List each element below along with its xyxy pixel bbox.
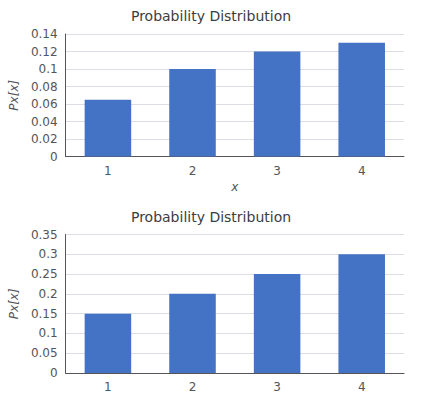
- svg-text:Px[x]: Px[x]: [7, 288, 21, 319]
- svg-text:0.2: 0.2: [39, 287, 58, 301]
- svg-text:0.06: 0.06: [31, 97, 58, 111]
- svg-text:Px[x]: Px[x]: [7, 80, 21, 111]
- svg-text:0.05: 0.05: [31, 346, 58, 360]
- svg-text:0.15: 0.15: [31, 307, 58, 321]
- svg-text:Probability Distribution: Probability Distribution: [131, 8, 291, 24]
- svg-text:0.1: 0.1: [39, 62, 58, 76]
- svg-text:0.08: 0.08: [31, 80, 58, 94]
- svg-text:0.12: 0.12: [31, 45, 58, 59]
- svg-text:2: 2: [189, 380, 197, 394]
- svg-text:4: 4: [358, 164, 366, 178]
- svg-text:0.02: 0.02: [31, 132, 58, 146]
- svg-text:1: 1: [104, 164, 112, 178]
- svg-text:0: 0: [50, 366, 58, 380]
- svg-text:3: 3: [273, 380, 281, 394]
- svg-text:0: 0: [50, 150, 58, 164]
- svg-text:3: 3: [273, 164, 281, 178]
- svg-text:2: 2: [189, 164, 197, 178]
- svg-text:0.25: 0.25: [31, 267, 58, 281]
- svg-text:0.1: 0.1: [39, 326, 58, 340]
- svg-text:x: x: [230, 180, 239, 194]
- svg-text:4: 4: [358, 380, 366, 394]
- svg-text:Probability Distribution: Probability Distribution: [131, 209, 291, 225]
- svg-text:1: 1: [104, 380, 112, 394]
- svg-text:0.3: 0.3: [39, 247, 58, 261]
- svg-text:0.04: 0.04: [31, 115, 58, 129]
- svg-text:0.14: 0.14: [31, 27, 58, 41]
- svg-text:0.35: 0.35: [31, 228, 58, 242]
